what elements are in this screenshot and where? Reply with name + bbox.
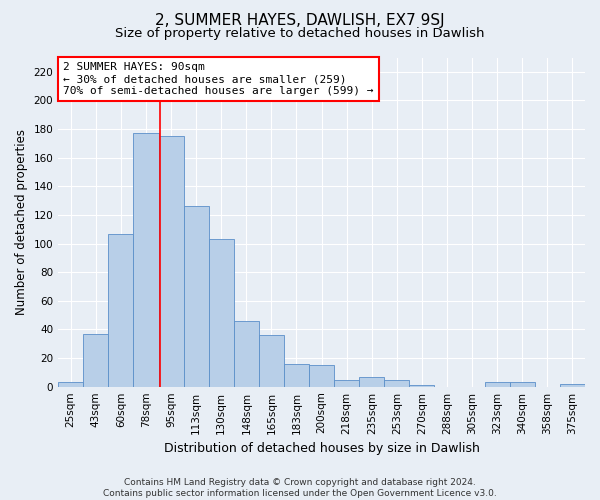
Bar — [58, 382, 83, 386]
Bar — [334, 380, 359, 386]
Text: Contains HM Land Registry data © Crown copyright and database right 2024.
Contai: Contains HM Land Registry data © Crown c… — [103, 478, 497, 498]
Bar — [485, 382, 510, 386]
Bar — [309, 365, 334, 386]
Text: 2 SUMMER HAYES: 90sqm
← 30% of detached houses are smaller (259)
70% of semi-det: 2 SUMMER HAYES: 90sqm ← 30% of detached … — [64, 62, 374, 96]
Bar — [234, 321, 259, 386]
Bar — [259, 335, 284, 386]
X-axis label: Distribution of detached houses by size in Dawlish: Distribution of detached houses by size … — [164, 442, 479, 455]
Text: Size of property relative to detached houses in Dawlish: Size of property relative to detached ho… — [115, 28, 485, 40]
Bar — [385, 380, 409, 386]
Bar — [359, 376, 385, 386]
Text: 2, SUMMER HAYES, DAWLISH, EX7 9SJ: 2, SUMMER HAYES, DAWLISH, EX7 9SJ — [155, 12, 445, 28]
Bar — [158, 136, 184, 386]
Bar — [184, 206, 209, 386]
Bar — [409, 385, 434, 386]
Y-axis label: Number of detached properties: Number of detached properties — [15, 129, 28, 315]
Bar — [560, 384, 585, 386]
Bar — [133, 134, 158, 386]
Bar — [83, 334, 109, 386]
Bar — [510, 382, 535, 386]
Bar — [284, 364, 309, 386]
Bar — [109, 234, 133, 386]
Bar — [209, 240, 234, 386]
